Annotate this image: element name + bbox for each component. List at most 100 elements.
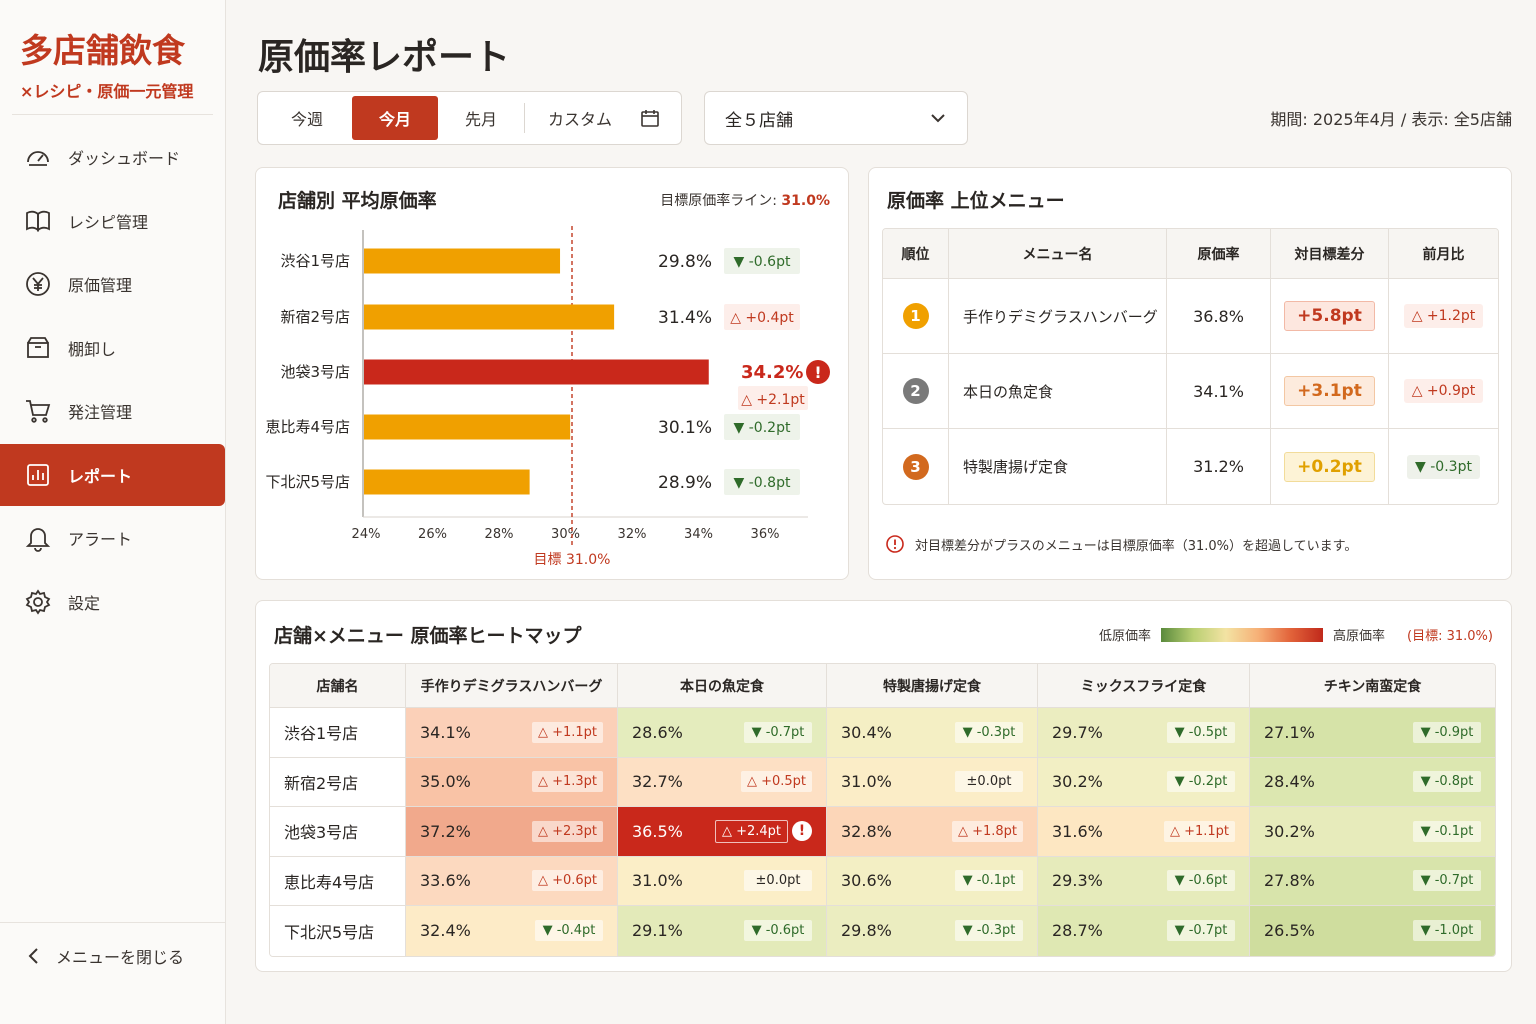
menu-name-cell: 本日の魚定食 — [949, 354, 1167, 429]
target-diff-badge: +0.2pt — [1284, 451, 1375, 482]
heatmap-value: 32.4% — [420, 921, 471, 941]
sidebar: 多店舗飲食 ×レシピ・原価一元管理 ダッシュボード レシピ管理 原価管理 棚卸し 発注管… — [0, 0, 226, 1024]
heatmap-cell[interactable]: 35.0% △ +1.3pt — [406, 757, 618, 807]
col-store-name: 店舗名 — [270, 664, 406, 708]
heatmap-cell[interactable]: 30.2% ▼ -0.2pt — [1038, 757, 1250, 807]
heatmap-table: 店舗名 手作りデミグラスハンバーグ 本日の魚定食 特製唐揚げ定食 ミックスフライ定食 チキ… — [269, 663, 1496, 957]
calendar-icon[interactable] — [639, 107, 661, 129]
store-select[interactable]: 全５店舗 — [704, 91, 968, 145]
table-row[interactable]: 2 本日の魚定食 34.1% +3.1pt △ +0.9pt — [883, 354, 1498, 429]
bar-chart: 24% 26% 28% 30% 32% 34% 36% 目標 31.0% 渋谷1号店 29.8% ▼… — [265, 226, 830, 568]
heatmap-cell[interactable]: 28.6% ▼ -0.7pt — [618, 708, 827, 758]
bar-diff-badge-bg — [724, 248, 800, 274]
bar — [364, 248, 561, 274]
sidebar-item-bell[interactable]: アラート — [0, 507, 226, 569]
box-icon — [24, 334, 52, 362]
menu-name-cell: 手作りデミグラスハンバーグ — [949, 279, 1167, 354]
heatmap-cell[interactable]: 27.1% ▼ -0.9pt — [1250, 708, 1495, 758]
store-select-value: 全５店舗 — [725, 110, 793, 131]
heatmap-cell[interactable]: 27.8% ▼ -0.7pt — [1250, 856, 1495, 906]
heatmap-cell[interactable]: 31.0% ±0.0pt — [827, 757, 1038, 807]
tab-this-month[interactable]: 今月 — [352, 96, 438, 140]
bar-value-label: 30.1% — [658, 418, 712, 438]
bar-value-label: 29.8% — [658, 252, 712, 272]
sidebar-item-label: レポート — [68, 466, 133, 486]
table-row[interactable]: 1 手作りデミグラスハンバーグ 36.8% +5.8pt △ +1.2pt — [883, 279, 1498, 354]
target-label-text: 目標原価率ライン: — [660, 193, 777, 209]
heatmap-cell[interactable]: 33.6% △ +0.6pt — [406, 856, 618, 906]
col-cost-rate: 原価率 — [1167, 229, 1271, 279]
heatmap-diff: ▼ -0.7pt — [1167, 920, 1235, 942]
sidebar-item-cart[interactable]: 発注管理 — [0, 380, 226, 442]
heatmap-cell[interactable]: 30.4% ▼ -0.3pt — [827, 708, 1038, 758]
store-name-cell: 新宿2号店 — [270, 757, 406, 807]
heatmap-cell[interactable]: 28.4% ▼ -0.8pt — [1250, 757, 1495, 807]
bar-diff-badge-bg — [724, 304, 800, 330]
report-icon — [24, 461, 52, 489]
heatmap-diff: ▼ -1.0pt — [1413, 920, 1481, 942]
x-tick-label: 26% — [418, 527, 447, 542]
sidebar-item-box[interactable]: 棚卸し — [0, 317, 226, 379]
cost-rate-cell: 36.8% — [1167, 279, 1271, 354]
heatmap-diff: ▼ -0.1pt — [955, 870, 1023, 892]
alert-icon-mark: ! — [814, 363, 821, 382]
heatmap-cell[interactable]: 31.6% △ +1.1pt — [1038, 807, 1250, 857]
heatmap-diff: ±0.0pt — [955, 771, 1023, 793]
sidebar-item-yen[interactable]: 原価管理 — [0, 253, 226, 315]
bar — [364, 359, 709, 385]
heatmap-cell[interactable]: 29.8% ▼ -0.3pt — [827, 906, 1038, 956]
heatmap-cell[interactable]: 30.2% ▼ -0.1pt — [1250, 807, 1495, 857]
heatmap-cell[interactable]: 34.1% △ +1.1pt — [406, 708, 618, 758]
heatmap-diff: △ +1.3pt — [531, 771, 603, 793]
heatmap-cell[interactable]: 31.0% ±0.0pt — [618, 856, 827, 906]
heatmap-cell[interactable]: 37.2% △ +2.3pt — [406, 807, 618, 857]
close-menu-button[interactable]: メニューを閉じる — [24, 944, 184, 968]
heatmap-cell[interactable]: 32.7% △ +0.5pt — [618, 757, 827, 807]
heatmap-cell[interactable]: 30.6% ▼ -0.1pt — [827, 856, 1038, 906]
sidebar-item-report[interactable]: レポート — [0, 443, 225, 506]
heatmap-cell[interactable]: 29.3% ▼ -0.6pt — [1038, 856, 1250, 906]
chevron-down-icon — [931, 114, 945, 123]
table-row: 新宿2号店 35.0% △ +1.3pt 32.7% △ +0.5pt 31.0% ±0.0… — [270, 757, 1495, 807]
alert-icon: ! — [792, 821, 812, 842]
mom-cell: △ +1.2pt — [1389, 279, 1498, 354]
bar-diff-label: ▼ -0.8pt — [734, 475, 791, 491]
bar-diff-label: ▼ -0.2pt — [734, 420, 791, 436]
sidebar-item-book[interactable]: レシピ管理 — [0, 190, 226, 252]
heatmap-value: 35.0% — [420, 772, 471, 792]
cost-rate-cell: 31.2% — [1167, 429, 1271, 504]
sidebar-item-label: アラート — [68, 530, 133, 549]
heatmap-cell[interactable]: 29.1% ▼ -0.6pt — [618, 906, 827, 956]
heatmap-cell[interactable]: 32.8% △ +1.8pt — [827, 807, 1038, 857]
tab-custom[interactable]: カスタム — [547, 110, 612, 129]
rank-badge: 3 — [902, 453, 929, 480]
heatmap-value: 29.8% — [841, 921, 892, 941]
bar-category-label: 新宿2号店 — [280, 308, 350, 326]
bar — [364, 469, 530, 495]
col-menu: ミックスフライ定食 — [1038, 664, 1250, 708]
heatmap-cell[interactable]: 36.5% △ +2.4pt! — [618, 807, 827, 857]
sidebar-item-gear[interactable]: 設定 — [0, 571, 226, 633]
legend-target: (目標: 31.0%) — [1407, 629, 1493, 644]
heatmap-diff: ▼ -0.8pt — [1413, 771, 1481, 793]
heatmap-value: 31.0% — [841, 772, 892, 792]
tab-this-week[interactable]: 今週 — [290, 110, 323, 129]
store-name-cell: 恵比寿4号店 — [270, 856, 406, 906]
heatmap-cell[interactable]: 26.5% ▼ -1.0pt — [1250, 906, 1495, 956]
bar-diff-label: △ +2.1pt — [741, 392, 805, 408]
heatmap-cell[interactable]: 32.4% ▼ -0.4pt — [406, 906, 618, 956]
overrun-note-text: 対目標差分がプラスのメニューは目標原価率（31.0%）を超過しています。 — [915, 538, 1358, 554]
bell-icon — [24, 524, 52, 552]
tab-last-month[interactable]: 先月 — [464, 110, 497, 129]
heatmap-cell[interactable]: 29.7% ▼ -0.5pt — [1038, 708, 1250, 758]
table-row: 下北沢5号店 32.4% ▼ -0.4pt 29.1% ▼ -0.6pt 29.8% ▼ -… — [270, 906, 1495, 956]
table-row[interactable]: 3 特製唐揚げ定食 31.2% +0.2pt ▼ -0.3pt — [883, 429, 1498, 504]
store-name-cell: 渋谷1号店 — [270, 708, 406, 758]
heatmap-title: 店舗×メニュー 原価率ヒートマップ — [274, 625, 582, 647]
heatmap-value: 29.1% — [632, 921, 683, 941]
col-menu: 特製唐揚げ定食 — [827, 664, 1038, 708]
legend-gradient — [1161, 627, 1324, 642]
heatmap-value: 27.8% — [1264, 871, 1315, 891]
sidebar-item-gauge[interactable]: ダッシュボード — [0, 126, 226, 188]
heatmap-cell[interactable]: 28.7% ▼ -0.7pt — [1038, 906, 1250, 956]
